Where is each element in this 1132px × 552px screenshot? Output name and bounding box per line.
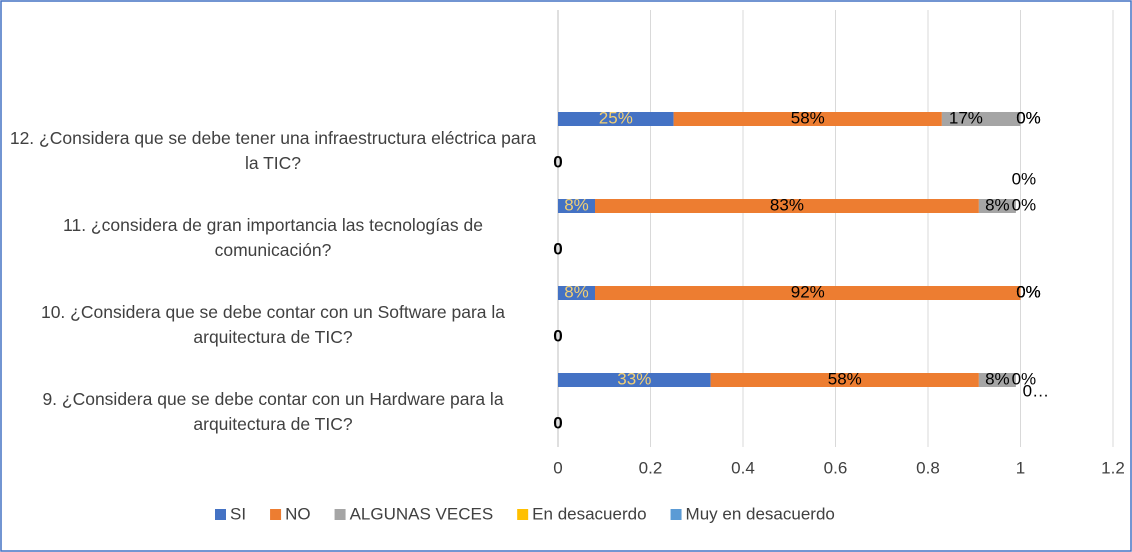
data-label: 8%: [564, 282, 589, 301]
bar-segment: [941, 112, 1021, 126]
legend-swatch: [334, 509, 346, 520]
bar-segment: [558, 286, 595, 300]
x-tick-label: 0.8: [916, 458, 940, 477]
data-label: 0%: [1012, 369, 1037, 388]
legend-label: En desacuerdo: [532, 504, 646, 523]
bar-segment: [558, 373, 711, 387]
x-tick-label: 0.2: [639, 458, 663, 477]
data-label: 0: [553, 239, 562, 258]
data-label: 0…: [1023, 381, 1049, 400]
bar-segment: [710, 373, 979, 387]
data-label: 25%: [599, 108, 633, 127]
legend-swatch: [670, 509, 682, 520]
legend-swatch: [215, 509, 226, 520]
x-tick-label: 0.4: [731, 458, 755, 477]
legend-swatch: [517, 509, 529, 520]
legend-label: SI: [230, 504, 246, 523]
y-tick-label: 12. ¿Considera que se debe tener una inf…: [9, 128, 537, 173]
data-label: 0%: [1016, 108, 1041, 127]
data-label: 92%: [791, 282, 825, 301]
y-tick-label: 9. ¿Considera que se debe contar con un …: [42, 389, 504, 434]
x-tick-label: 0: [553, 458, 562, 477]
bar-segment: [558, 199, 595, 213]
data-label: 83%: [770, 195, 804, 214]
data-label: 0%: [1012, 195, 1037, 214]
data-label: 0: [553, 152, 562, 171]
data-label: 0: [553, 326, 562, 345]
legend-swatch: [270, 509, 282, 520]
x-tick-label: 0.6: [824, 458, 848, 477]
bar-segment: [978, 199, 1016, 213]
y-tick-label: 11. ¿considera de gran importancia las t…: [63, 215, 483, 260]
bar-segment: [595, 286, 1021, 300]
x-tick-label: 1.2: [1101, 458, 1125, 477]
data-label: 0: [553, 413, 562, 432]
data-label: 0%: [1016, 282, 1041, 301]
legend-label: Muy en desacuerdo: [686, 504, 835, 523]
x-tick-label: 1: [1016, 458, 1025, 477]
bar-segment: [978, 373, 1016, 387]
data-label: 0%: [1016, 108, 1041, 127]
data-label: 17%: [949, 108, 983, 127]
data-label: 8%: [564, 195, 589, 214]
data-label: 0%: [1016, 282, 1041, 301]
legend-label: ALGUNAS VECES: [350, 504, 494, 523]
data-label: 58%: [828, 369, 862, 388]
data-label: 8%: [985, 195, 1010, 214]
bar-segment: [558, 112, 674, 126]
legend-label: NO: [285, 504, 311, 523]
bar-segment: [673, 112, 942, 126]
data-label: 0%: [1016, 282, 1041, 301]
bar-segment: [595, 199, 979, 213]
data-label: 33%: [617, 369, 651, 388]
data-label: 0%: [1012, 169, 1037, 188]
data-label: 58%: [791, 108, 825, 127]
data-label: 8%: [985, 369, 1010, 388]
y-tick-label: 10. ¿Considera que se debe contar con un…: [40, 302, 506, 347]
